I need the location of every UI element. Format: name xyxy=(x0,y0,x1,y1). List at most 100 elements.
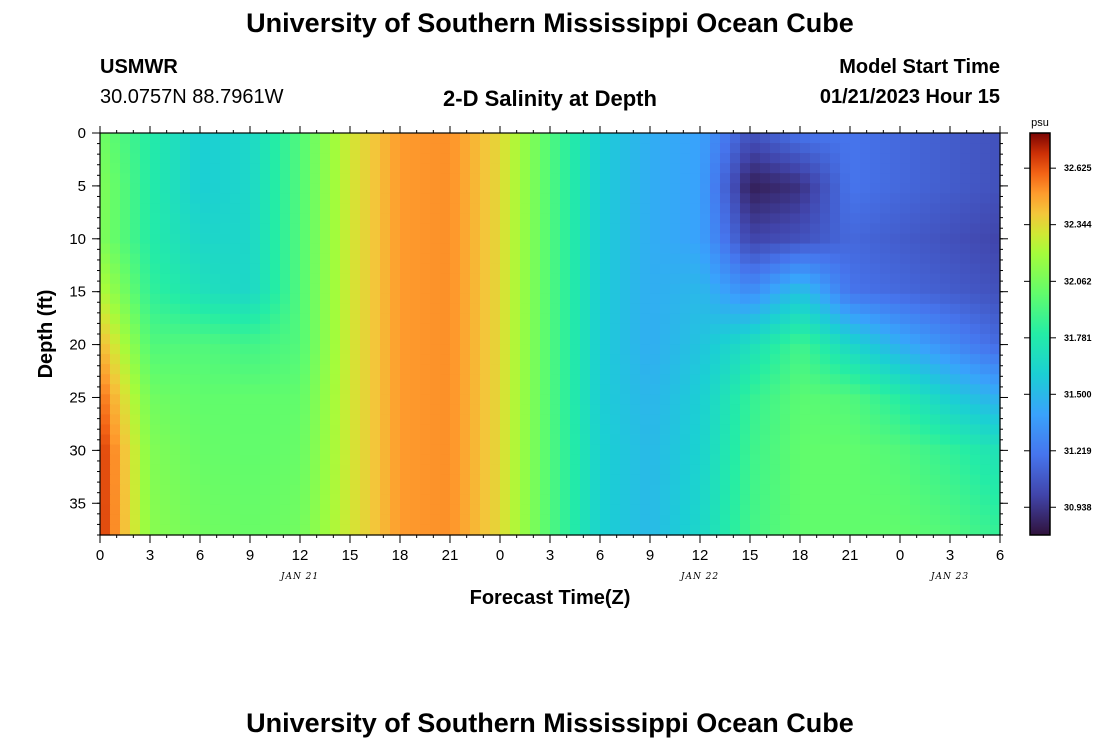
heatmap-cell xyxy=(980,384,991,395)
heatmap-cell xyxy=(610,374,621,385)
heatmap-cell xyxy=(710,313,721,325)
heatmap-cell xyxy=(980,253,991,265)
heatmap-cell xyxy=(830,464,841,476)
heatmap-cell xyxy=(370,344,381,355)
heatmap-cell xyxy=(100,474,111,486)
heatmap-cell xyxy=(290,193,301,204)
heatmap-cell xyxy=(370,414,381,426)
heatmap-cell xyxy=(340,504,351,516)
heatmap-cell xyxy=(320,283,331,295)
heatmap-cell xyxy=(660,334,671,345)
heatmap-cell xyxy=(860,233,871,245)
heatmap-cell xyxy=(980,364,991,375)
heatmap-cell xyxy=(450,504,461,516)
heatmap-cell xyxy=(890,263,901,275)
heatmap-cell xyxy=(500,444,511,456)
heatmap-cell xyxy=(910,223,921,235)
heatmap-cell xyxy=(980,504,991,516)
heatmap-cell xyxy=(200,504,211,516)
heatmap-cell xyxy=(710,243,721,255)
heatmap-cell xyxy=(330,263,341,275)
heatmap-cell xyxy=(770,203,781,214)
heatmap-cell xyxy=(600,404,611,415)
heatmap-cell xyxy=(570,444,581,456)
heatmap-cell xyxy=(150,444,161,456)
heatmap-cell xyxy=(610,313,621,325)
heatmap-cell xyxy=(740,233,751,245)
heatmap-cell xyxy=(360,253,371,265)
heatmap-cell xyxy=(310,374,321,385)
heatmap-cell xyxy=(510,313,521,325)
heatmap-cell xyxy=(340,334,351,345)
heatmap-cell xyxy=(850,454,861,466)
heatmap-cell xyxy=(340,213,351,225)
heatmap-cell xyxy=(670,384,681,395)
heatmap-cell xyxy=(630,504,641,516)
heatmap-cell xyxy=(360,283,371,295)
heatmap-cell xyxy=(920,404,931,415)
heatmap-cell xyxy=(960,374,971,385)
heatmap-cell xyxy=(870,203,881,214)
heatmap-cell xyxy=(830,354,841,365)
heatmap-cell xyxy=(930,323,941,335)
heatmap-cell xyxy=(360,293,371,305)
heatmap-cell xyxy=(760,253,771,265)
heatmap-cell xyxy=(570,283,581,295)
heatmap-cell xyxy=(150,524,161,536)
heatmap-cell xyxy=(420,183,431,194)
heatmap-cell xyxy=(420,323,431,335)
heatmap-cell xyxy=(860,223,871,235)
heatmap-cell xyxy=(520,293,531,305)
heatmap-cell xyxy=(860,263,871,275)
heatmap-cell xyxy=(990,193,1001,204)
heatmap-cell xyxy=(770,344,781,355)
heatmap-cell xyxy=(230,303,241,315)
heatmap-cell xyxy=(840,253,851,265)
heatmap-cell xyxy=(550,173,561,184)
heatmap-cell xyxy=(440,414,451,426)
heatmap-cell xyxy=(850,183,861,194)
heatmap-cell xyxy=(520,444,531,456)
heatmap-cell xyxy=(330,334,341,345)
heatmap-cell xyxy=(560,293,571,305)
heatmap-cell xyxy=(410,143,421,154)
heatmap-cell xyxy=(600,223,611,235)
heatmap-cell xyxy=(610,263,621,275)
heatmap-cell xyxy=(150,303,161,315)
heatmap-cell xyxy=(130,193,141,204)
heatmap-cell xyxy=(460,323,471,335)
heatmap-cell xyxy=(830,514,841,526)
heatmap-cell xyxy=(850,243,861,255)
heatmap-cell xyxy=(890,163,901,174)
heatmap-cell xyxy=(430,494,441,506)
heatmap-cell xyxy=(710,153,721,164)
heatmap-cell xyxy=(280,384,291,395)
heatmap-cell xyxy=(720,213,731,225)
heatmap-cell xyxy=(550,323,561,335)
heatmap-cell xyxy=(580,133,591,144)
heatmap-cell xyxy=(260,133,271,144)
heatmap-cell xyxy=(310,354,321,365)
heatmap-cell xyxy=(350,313,361,325)
heatmap-cell xyxy=(510,133,521,144)
heatmap-cell xyxy=(120,173,131,184)
heatmap-cell xyxy=(550,354,561,365)
heatmap-cell xyxy=(490,464,501,476)
heatmap-cell xyxy=(920,253,931,265)
heatmap-cell xyxy=(700,384,711,395)
heatmap-cell xyxy=(470,243,481,255)
heatmap-cell xyxy=(190,384,201,395)
heatmap-cell xyxy=(490,384,501,395)
heatmap-cell xyxy=(870,354,881,365)
heatmap-cell xyxy=(100,183,111,194)
heatmap-cell xyxy=(410,464,421,476)
heatmap-cell xyxy=(960,384,971,395)
heatmap-cell xyxy=(680,323,691,335)
heatmap-cell xyxy=(220,323,231,335)
heatmap-cell xyxy=(590,283,601,295)
heatmap-cell xyxy=(390,384,401,395)
heatmap-cell xyxy=(110,263,121,275)
heatmap-cell xyxy=(230,243,241,255)
heatmap-cell xyxy=(640,454,651,466)
heatmap-cell xyxy=(700,404,711,415)
